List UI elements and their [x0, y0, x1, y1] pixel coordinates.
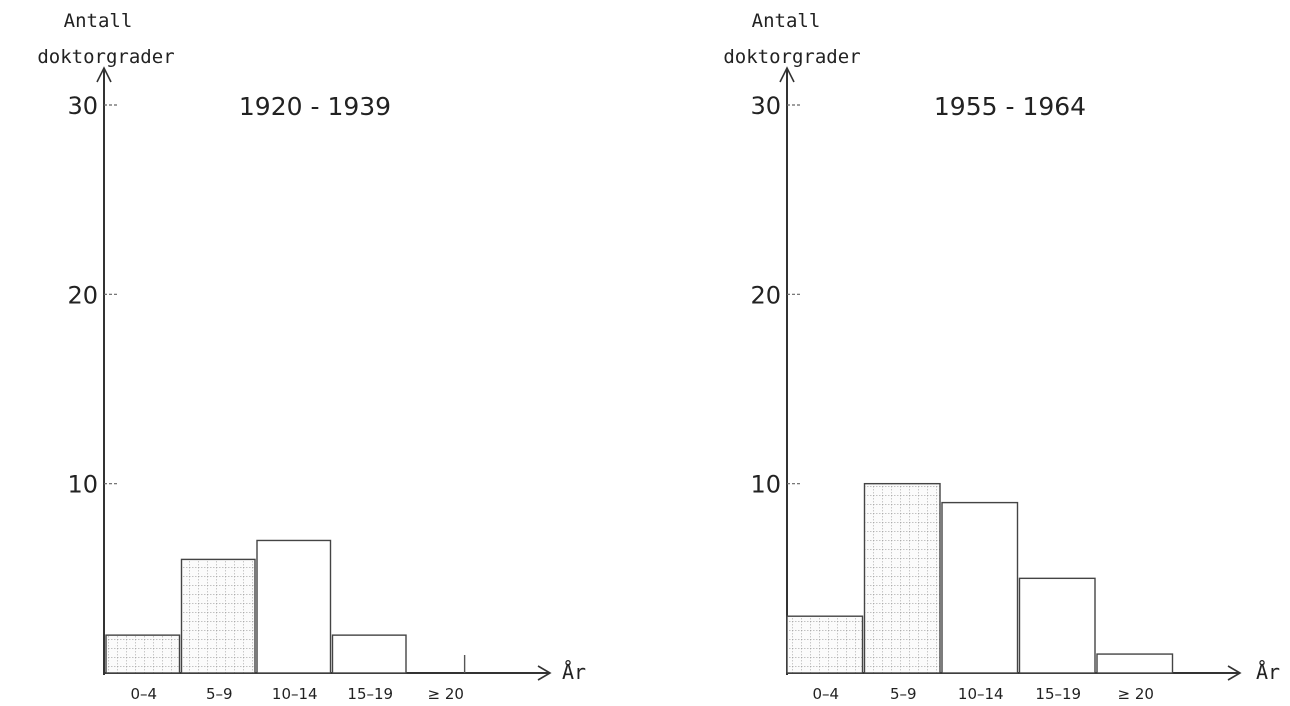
bar — [331, 634, 407, 674]
y-tick-label: 10 — [67, 471, 98, 499]
y-tick-label: 20 — [67, 281, 98, 309]
x-tick-label: 5–9 — [890, 685, 917, 703]
bar — [1018, 577, 1096, 674]
ylabel-line2-right: doktorgrader — [723, 46, 860, 68]
x-tick-label: 10–14 — [958, 685, 1004, 703]
bar — [863, 482, 941, 674]
bar — [105, 634, 181, 674]
bar — [786, 615, 864, 674]
ylabel-line1-right: Antall — [752, 10, 821, 32]
x-axis-arrow — [537, 665, 552, 681]
chart-title-right: 1955 - 1964 — [934, 92, 1086, 121]
ylabel-line2-left: doktorgrader — [37, 46, 174, 68]
y-tick-label: 30 — [67, 92, 98, 120]
x-axis-arrow — [1227, 665, 1242, 681]
x-tick-label: 15–19 — [347, 685, 393, 703]
chart-left: Antall doktorgrader 1920 - 1939 År 10 20 3… — [37, 10, 586, 703]
xlabel-right: År — [1256, 660, 1280, 684]
x-tick-label: 0–4 — [130, 685, 157, 703]
y-axis-arrow — [779, 66, 795, 83]
y-tick-label: 30 — [750, 92, 781, 120]
bar — [180, 558, 256, 674]
y-tick-label: 20 — [750, 281, 781, 309]
bar — [256, 539, 332, 674]
ylabel-line1-left: Antall — [64, 10, 133, 32]
x-tick-label: 5–9 — [206, 685, 233, 703]
chart-title-left: 1920 - 1939 — [239, 92, 391, 121]
x-tick-label: 0–4 — [812, 685, 839, 703]
x-tick-label: ≥ 20 — [1118, 685, 1154, 703]
bar — [1096, 653, 1174, 674]
y-tick-label: 10 — [750, 471, 781, 499]
y-axis-arrow — [96, 66, 112, 83]
xlabel-left: År — [562, 660, 586, 684]
x-tick-label: ≥ 20 — [428, 685, 464, 703]
x-tick-label: 15–19 — [1035, 685, 1081, 703]
bar — [941, 501, 1019, 674]
chart-right: Antall doktorgrader 1955 - 1964 År 10 20 3… — [723, 10, 1280, 703]
x-tick-label: 10–14 — [272, 685, 318, 703]
